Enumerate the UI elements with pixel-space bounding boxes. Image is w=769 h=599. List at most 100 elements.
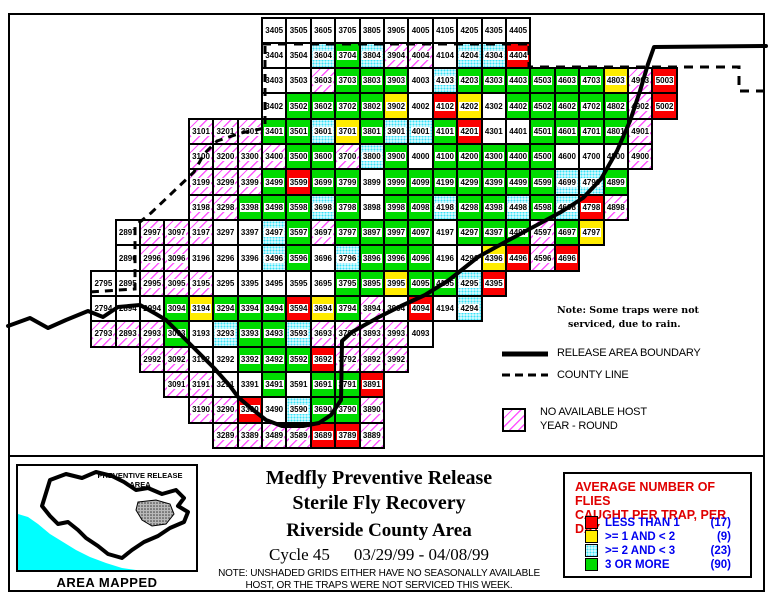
grid-cell-label: 4898 bbox=[605, 202, 626, 212]
map-title-line2: Sterile Fly Recovery bbox=[292, 492, 466, 514]
cycle-dates: 03/29/99 - 04/08/99 bbox=[353, 545, 489, 564]
grid-cell-3191: 3191 bbox=[187, 370, 215, 399]
grid-cell-3700: 3700 bbox=[334, 143, 361, 171]
grid-cell-3294: 3294 bbox=[212, 295, 239, 323]
grid-cell-4701: 4701 bbox=[578, 117, 605, 146]
grid-cell-label: 3805 bbox=[361, 25, 382, 35]
grid-cell-2996: 2996 bbox=[139, 244, 166, 272]
grid-cell-4198: 4198 bbox=[431, 193, 459, 222]
grid-cell-3797: 3797 bbox=[334, 219, 361, 247]
grid-cell-label: 3289 bbox=[215, 430, 236, 440]
grid-cell-4405: 4405 bbox=[505, 16, 532, 44]
grid-cell-3289: 3289 bbox=[212, 421, 239, 449]
grid-cell-label: 3299 bbox=[215, 177, 236, 187]
grid-cell-3194: 3194 bbox=[187, 295, 215, 323]
grid-cell-label: 3196 bbox=[191, 253, 211, 263]
grid-cell-label: 3892 bbox=[361, 354, 382, 364]
grid-cell-2897: 2897 bbox=[114, 219, 141, 247]
grid-cell-4600: 4600 bbox=[553, 143, 581, 171]
grid-cell-label: 5002 bbox=[654, 101, 675, 111]
grid-cell-4797: 4797 bbox=[578, 219, 605, 247]
grid-cell-label: 3199 bbox=[191, 177, 211, 187]
grid-cell-label: 3600 bbox=[313, 152, 333, 162]
grid-cell-4698: 4698 bbox=[553, 193, 581, 222]
grid-cell-3295: 3295 bbox=[212, 269, 239, 297]
cycle-label: Cycle 45 bbox=[269, 545, 330, 564]
grid-cell-label: 3902 bbox=[386, 101, 407, 111]
grid-cell-4299: 4299 bbox=[456, 168, 483, 196]
grid-cell-label: 3602 bbox=[313, 101, 333, 111]
grid-cell-3402: 3402 bbox=[261, 92, 288, 120]
grid-cell-label: 4297 bbox=[459, 228, 480, 238]
grid-cell-3598: 3598 bbox=[285, 193, 312, 222]
grid-cell-label: 4305 bbox=[483, 25, 504, 35]
grid-cell-label: 3201 bbox=[215, 126, 236, 136]
grid-cell-4397: 4397 bbox=[480, 219, 507, 247]
grid-cell-label: 4105 bbox=[435, 25, 455, 35]
mapped-area-shape bbox=[135, 499, 175, 527]
grid-cell-4199: 4199 bbox=[431, 168, 459, 196]
grid-cell-3898: 3898 bbox=[358, 193, 385, 222]
grid-cell-label: 3595 bbox=[288, 278, 309, 288]
grid-cell-label: 3197 bbox=[191, 228, 211, 238]
grid-cell-4401: 4401 bbox=[505, 117, 532, 146]
grid-cell-3493: 3493 bbox=[261, 320, 288, 348]
grid-cell-3995: 3995 bbox=[383, 269, 410, 297]
grid-cell-4697: 4697 bbox=[553, 219, 581, 247]
grid-cell-label: 3992 bbox=[386, 354, 407, 364]
grid-cell-label: 3703 bbox=[337, 76, 358, 86]
grid-cell-label: 3689 bbox=[313, 430, 333, 440]
grid-cell-3802: 3802 bbox=[358, 92, 385, 120]
grid-cell-label: 3699 bbox=[313, 177, 333, 187]
grid-cell-label: 3804 bbox=[361, 50, 382, 60]
grid-cell-3094: 3094 bbox=[163, 295, 190, 323]
grid-cell-4100: 4100 bbox=[431, 143, 459, 171]
grid-cell-3801: 3801 bbox=[358, 117, 385, 146]
grid-cell-3692: 3692 bbox=[309, 345, 337, 373]
grid-cell-4298: 4298 bbox=[456, 193, 483, 222]
grid-cell-label: 4294 bbox=[459, 304, 480, 314]
grid-cell-4295: 4295 bbox=[456, 269, 483, 297]
grid-cell-label: 3190 bbox=[191, 405, 211, 415]
grid-cell-label: 3603 bbox=[313, 76, 333, 86]
grid-cell-label: 3899 bbox=[361, 177, 382, 187]
grid-cell-label: 3895 bbox=[361, 278, 382, 288]
grid-cell-label: 3405 bbox=[264, 25, 285, 35]
grid-cell-3593: 3593 bbox=[285, 320, 312, 348]
grid-cell-label: 3601 bbox=[313, 126, 333, 136]
grid-cell-4099: 4099 bbox=[407, 168, 434, 196]
grid-cell-label: 3496 bbox=[264, 253, 285, 263]
grid-cell-3396: 3396 bbox=[236, 244, 263, 272]
grid-cell-label: 2997 bbox=[142, 228, 163, 238]
grid-cell-label: 3791 bbox=[337, 380, 358, 390]
grid-cell-4003: 4003 bbox=[407, 67, 434, 95]
grid-cell-label: 3998 bbox=[386, 202, 407, 212]
grid-cell-3599: 3599 bbox=[285, 168, 312, 196]
grid-cell-label: 4396 bbox=[483, 253, 504, 263]
grid-cell-3293: 3293 bbox=[212, 320, 239, 348]
grid-cell-4498: 4498 bbox=[505, 193, 532, 222]
grid-cell-4004: 4004 bbox=[407, 41, 434, 70]
grid-cell-3896: 3896 bbox=[358, 244, 385, 272]
grid-cell-label: 2993 bbox=[142, 329, 163, 339]
grid-cell-3905: 3905 bbox=[383, 16, 410, 44]
grid-cell-3299: 3299 bbox=[212, 168, 239, 196]
grid-cell-label: 3501 bbox=[288, 126, 309, 136]
grid-cell-4395: 4395 bbox=[480, 269, 507, 297]
grid-cell-label: 4801 bbox=[605, 126, 626, 136]
grid-cell-label: 4097 bbox=[410, 228, 431, 238]
grid-cell-label: 3091 bbox=[166, 380, 187, 390]
grid-cell-4399: 4399 bbox=[480, 168, 507, 196]
grid-cell-label: 3200 bbox=[215, 152, 236, 162]
grid-cell-label: 3396 bbox=[239, 253, 260, 263]
grid-cell-label: 4798 bbox=[581, 202, 602, 212]
grid-cell-label: 4000 bbox=[410, 152, 431, 162]
grid-cell-4202: 4202 bbox=[456, 92, 483, 120]
grid-cell-3897: 3897 bbox=[358, 219, 385, 247]
grid-cell-4497: 4497 bbox=[505, 219, 532, 247]
grid-cell-4404: 4404 bbox=[505, 41, 532, 70]
grid-cell-label: 3096 bbox=[166, 253, 187, 263]
grid-cell-label: 3891 bbox=[361, 380, 382, 390]
grid-cell-label: 3692 bbox=[313, 354, 333, 364]
grid-cell-3894: 3894 bbox=[358, 295, 385, 323]
